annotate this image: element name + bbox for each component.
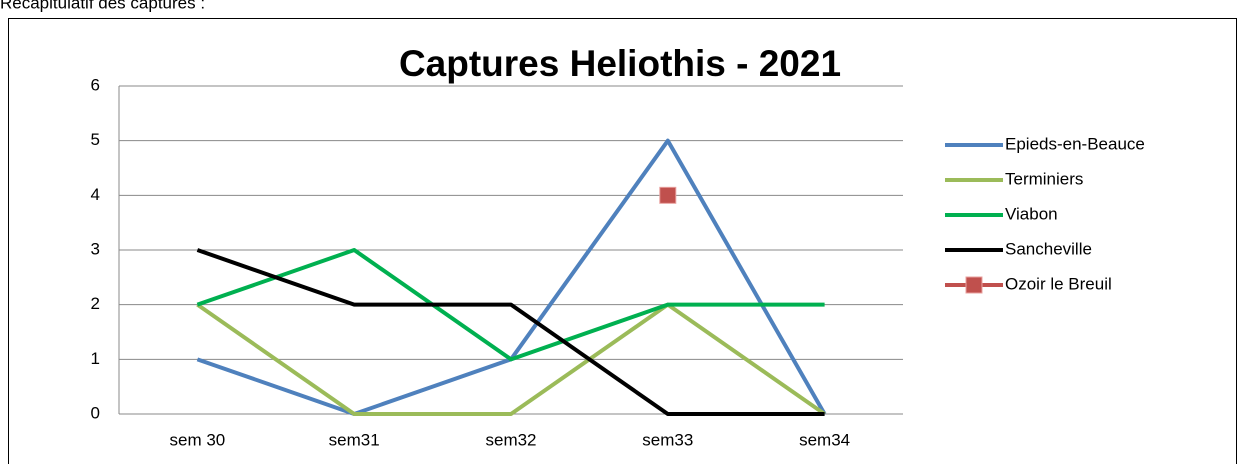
x-tick-label: sem34 (799, 430, 850, 449)
legend-label: Viabon (1005, 204, 1058, 223)
legend-label: Sancheville (1005, 239, 1092, 258)
series-line (196, 302, 826, 416)
heading: Récapitulatif des captures : (0, 0, 205, 12)
chart-frame (8, 18, 1237, 464)
y-tick-label: 2 (91, 294, 100, 313)
x-tick-label: sem 30 (170, 430, 226, 449)
marker (659, 186, 677, 204)
y-tick-label: 6 (91, 75, 100, 94)
y-tick-label: 5 (91, 130, 100, 149)
x-tick-label: sem31 (329, 430, 380, 449)
chart-title: Captures Heliothis - 2021 (399, 43, 841, 84)
legend-marker (965, 276, 983, 294)
y-tick-label: 3 (91, 239, 100, 258)
series-line (196, 248, 825, 416)
y-tick-label: 4 (91, 185, 100, 204)
y-tick-label: 1 (91, 349, 100, 368)
legend-label: Terminiers (1005, 169, 1083, 188)
y-tick-label: 0 (91, 403, 100, 422)
legend-label: Ozoir le Breuil (1005, 274, 1112, 293)
legend-label: Epieds-en-Beauce (1005, 134, 1145, 153)
series-line (196, 248, 825, 362)
x-tick-label: sem33 (642, 430, 693, 449)
x-tick-label: sem32 (485, 430, 536, 449)
